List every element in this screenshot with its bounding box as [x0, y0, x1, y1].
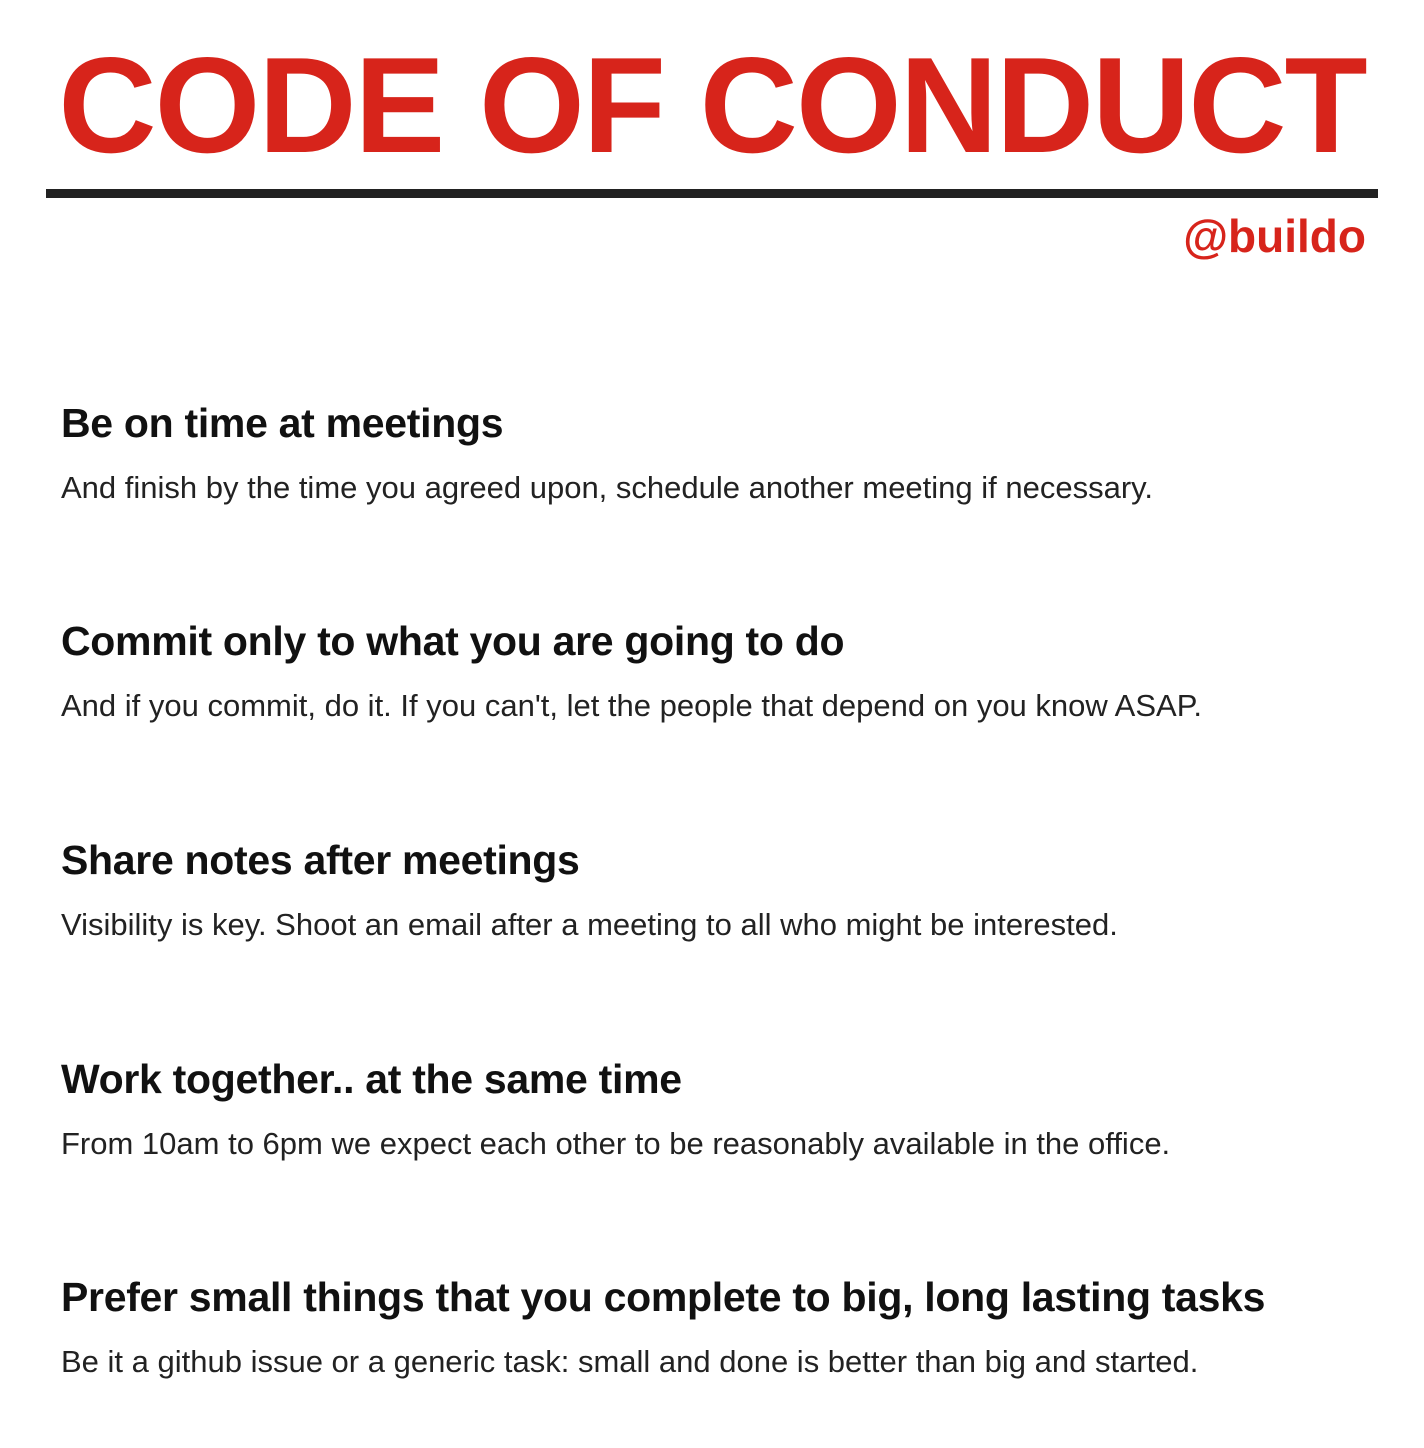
rule-description: Visibility is key. Shoot an email after …: [61, 905, 1381, 945]
rule-heading: Prefer small things that you complete to…: [61, 1272, 1381, 1322]
rule-item: Work together.. at the same time From 10…: [61, 1054, 1381, 1164]
rule-item: Share notes after meetings Visibility is…: [61, 835, 1381, 945]
page-title: CODE OF CONDUCT: [0, 30, 1424, 180]
rule-heading: Work together.. at the same time: [61, 1054, 1381, 1104]
rule-heading: Be on time at meetings: [61, 398, 1381, 448]
rule-item: Be on time at meetings And finish by the…: [61, 398, 1381, 508]
title-divider: [46, 189, 1378, 198]
rule-heading: Commit only to what you are going to do: [61, 616, 1381, 666]
organization-handle: @buildo: [1183, 208, 1366, 264]
rule-description: From 10am to 6pm we expect each other to…: [61, 1124, 1381, 1164]
rule-item: Commit only to what you are going to do …: [61, 616, 1381, 726]
rule-description: Be it a github issue or a generic task: …: [61, 1342, 1381, 1382]
rule-description: And finish by the time you agreed upon, …: [61, 468, 1381, 508]
rule-heading: Share notes after meetings: [61, 835, 1381, 885]
rule-description: And if you commit, do it. If you can't, …: [61, 686, 1381, 726]
rule-item: Prefer small things that you complete to…: [61, 1272, 1381, 1382]
